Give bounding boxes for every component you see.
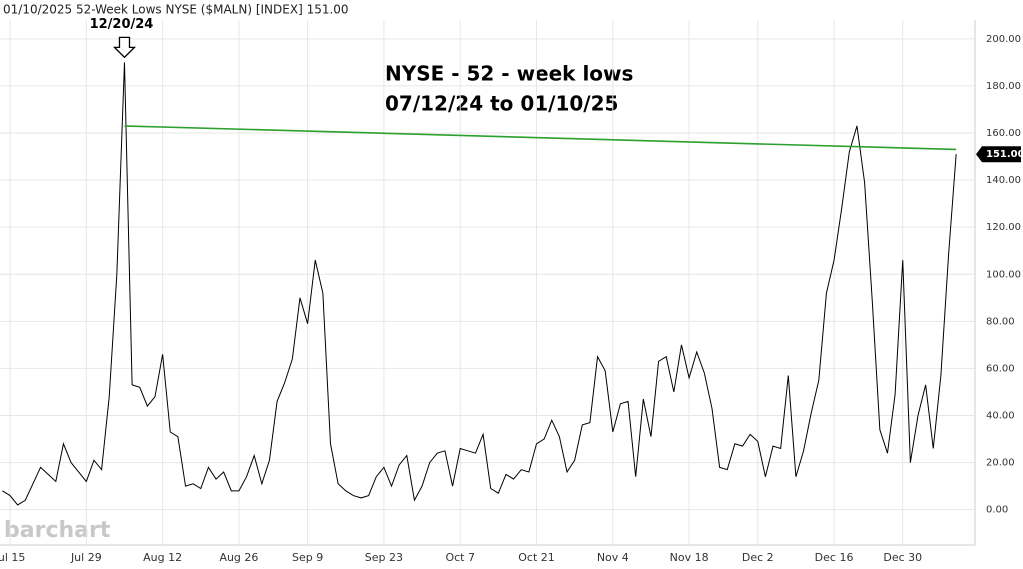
y-tick-label: 0.00 — [986, 505, 1008, 516]
y-tick-label: 140.00 — [986, 175, 1021, 186]
y-tick-label: 120.00 — [986, 222, 1021, 233]
x-tick-label: Aug 26 — [219, 551, 258, 564]
trend-line — [124, 125, 957, 151]
x-tick-label: Oct 7 — [445, 551, 475, 564]
x-tick-label: Dec 16 — [815, 551, 854, 564]
y-tick-label: 180.00 — [986, 81, 1021, 92]
y-tick-label: 200.00 — [986, 34, 1021, 45]
y-tick-label: 60.00 — [986, 363, 1015, 374]
chart-subtitle: 07/12/24 to 01/10/25 — [385, 92, 618, 116]
x-tick-label: Nov 4 — [597, 551, 629, 564]
x-tick-label: Jul 15 — [0, 551, 25, 564]
x-tick-label: Sep 9 — [292, 551, 323, 564]
annotation: 12/20/24 — [90, 17, 154, 32]
chart-title: NYSE - 52 - week lows — [385, 62, 633, 86]
watermark: barchart — [4, 518, 111, 543]
chart-header: 01/10/2025 52-Week Lows NYSE ($MALN) [IN… — [3, 3, 349, 17]
annotation-arrow — [112, 36, 137, 59]
x-tick-label: Aug 12 — [143, 551, 182, 564]
last-value-label: 151.00 — [986, 149, 1023, 160]
x-tick-label: Dec 2 — [742, 551, 774, 564]
x-tick-label: Nov 18 — [670, 551, 709, 564]
grid — [0, 20, 975, 545]
y-tick-label: 160.00 — [986, 128, 1021, 139]
series-line — [2, 62, 957, 506]
y-tick-label: 40.00 — [986, 411, 1015, 422]
x-tick-label: Jul 29 — [70, 551, 102, 564]
x-tick-label: Oct 21 — [518, 551, 555, 564]
x-tick-label: Sep 23 — [365, 551, 403, 564]
x-tick-label: Dec 30 — [883, 551, 922, 564]
y-tick-label: 20.00 — [986, 458, 1015, 469]
last-value-box — [976, 146, 1021, 163]
y-tick-label: 100.00 — [986, 269, 1021, 280]
y-tick-label: 80.00 — [986, 316, 1015, 327]
